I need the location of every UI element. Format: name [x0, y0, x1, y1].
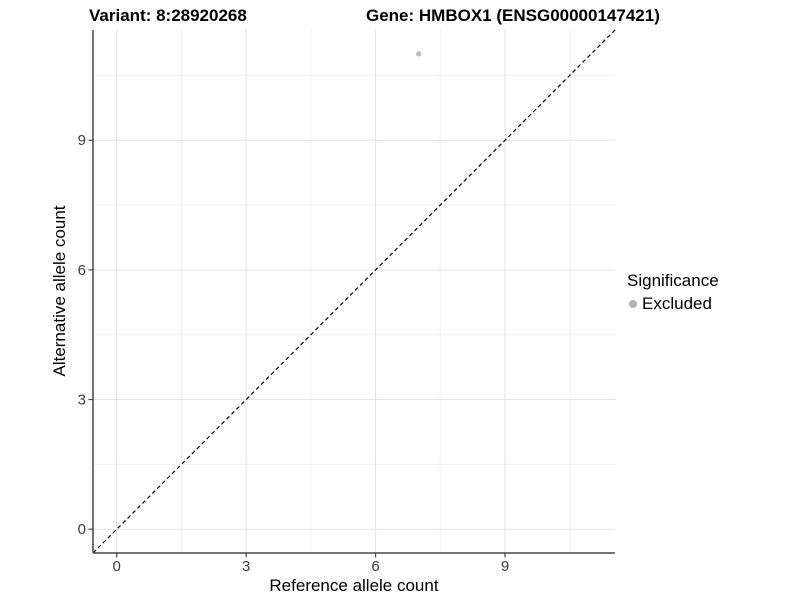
x-tick-label: 6 [371, 558, 379, 575]
y-axis-title: Alternative allele count [50, 205, 69, 377]
y-tick-label: 0 [78, 521, 86, 538]
excluded-point-icon [629, 300, 637, 308]
x-tick-label: 9 [501, 558, 509, 575]
legend-title: Significance [627, 271, 719, 290]
y-tick-label: 6 [78, 262, 86, 279]
y-tick-label: 9 [78, 132, 86, 149]
x-tick-label: 0 [113, 558, 121, 575]
gene-title: Gene: HMBOX1 (ENSG00000147421) [366, 6, 660, 25]
data-point [416, 51, 422, 57]
legend-entry-label: Excluded [642, 294, 712, 313]
x-tick-label: 3 [242, 558, 250, 575]
identity-dashed-line [92, 29, 616, 554]
legend: Significance Excluded [627, 271, 719, 314]
legend-entry-excluded: Excluded [627, 294, 719, 314]
y-tick-label: 3 [78, 392, 86, 409]
x-axis-title: Reference allele count [269, 576, 439, 595]
variant-title: Variant: 8:28920268 [89, 6, 247, 25]
